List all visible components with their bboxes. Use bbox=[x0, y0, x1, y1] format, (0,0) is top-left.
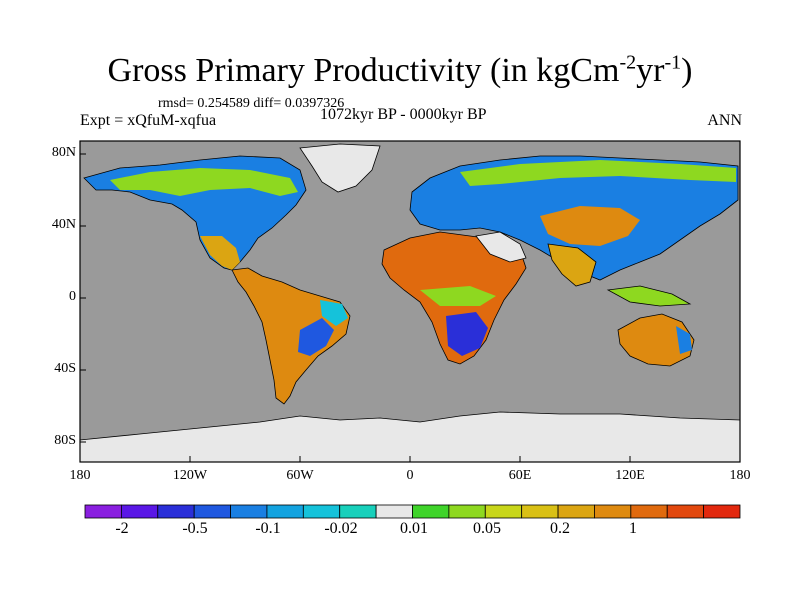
africa-blue-south bbox=[446, 312, 488, 356]
axis-ticks bbox=[80, 153, 631, 462]
colorbar-swatch bbox=[84, 504, 122, 519]
africa-green-equator bbox=[420, 286, 496, 306]
stats-text: rmsd= 0.254589 diff= 0.0397326 bbox=[158, 96, 345, 111]
australia-blue-east bbox=[676, 326, 692, 354]
colorbar-label-6: 0.2 bbox=[550, 520, 570, 537]
land-greenland bbox=[299, 143, 381, 193]
colorbar-label-3: -0.02 bbox=[324, 520, 358, 537]
title-end: ) bbox=[681, 52, 693, 89]
lon-label-60w: 60W bbox=[286, 468, 314, 483]
chart-title: Gross Primary Productivity (in kgCm-2yr-… bbox=[0, 52, 800, 90]
title-mid: yr bbox=[636, 52, 665, 89]
lon-label-180w: 180 bbox=[69, 468, 91, 483]
lon-label-60e: 60E bbox=[508, 468, 532, 483]
eurasia-orange-central bbox=[540, 206, 640, 246]
lat-label-40n: 40N bbox=[51, 217, 76, 232]
south-america-blue-central bbox=[298, 318, 334, 356]
colorbar-label-0: -2 bbox=[115, 520, 129, 537]
experiment-label: Expt = xQfuM-xqfua bbox=[80, 112, 217, 129]
colorbar-swatch bbox=[230, 504, 268, 519]
title-sup-1: -2 bbox=[619, 51, 637, 74]
title-sup-2: -1 bbox=[664, 51, 682, 74]
colorbar-swatch bbox=[594, 504, 632, 519]
colorbar-swatch bbox=[412, 504, 450, 519]
lon-label-0: 0 bbox=[406, 468, 414, 483]
colorbar-swatch bbox=[557, 504, 595, 519]
land-arabia bbox=[475, 231, 527, 263]
lon-label-120e: 120E bbox=[615, 468, 645, 483]
colorbar-swatch bbox=[375, 504, 413, 519]
colorbar-label-7: 1 bbox=[629, 520, 637, 537]
lat-label-80s: 80S bbox=[54, 433, 76, 448]
colorbar-swatch bbox=[157, 504, 195, 519]
colorbar-swatch bbox=[484, 504, 523, 519]
colorbar-swatch bbox=[521, 504, 559, 519]
north-america-orange-south bbox=[200, 236, 240, 270]
eurasia-green-north bbox=[460, 160, 736, 186]
land-antarctica bbox=[80, 411, 740, 462]
title-main: Gross Primary Productivity (in kgCm bbox=[107, 52, 620, 89]
lat-label-80n: 80N bbox=[51, 145, 76, 160]
colorbar-swatch bbox=[193, 504, 231, 519]
colorbar-label-5: 0.05 bbox=[473, 520, 501, 537]
colorbar bbox=[84, 504, 741, 519]
lat-label-40s: 40S bbox=[54, 361, 76, 376]
colorbar-label-1: -0.5 bbox=[182, 520, 208, 537]
land-indonesia bbox=[606, 285, 692, 307]
colorbar-swatch bbox=[703, 504, 741, 519]
lat-label-0: 0 bbox=[69, 289, 76, 304]
lon-label-120w: 120W bbox=[172, 468, 208, 483]
colorbar-swatch bbox=[666, 504, 705, 519]
lon-label-180e: 180 bbox=[729, 468, 751, 483]
colorbar-swatch bbox=[120, 504, 159, 519]
south-america-teal-east bbox=[320, 300, 348, 326]
colorbar-label-2: -0.1 bbox=[255, 520, 281, 537]
colorbar-swatch bbox=[630, 504, 668, 519]
land-south-asia bbox=[547, 243, 597, 287]
season-label: ANN bbox=[707, 112, 742, 129]
colorbar-label-4: 0.01 bbox=[400, 520, 428, 537]
colorbar-swatch bbox=[302, 504, 341, 519]
colorbar-swatch bbox=[266, 504, 304, 519]
north-america-green-band bbox=[110, 168, 298, 196]
colorbar-swatch bbox=[339, 504, 377, 519]
land-australia bbox=[617, 313, 695, 367]
colorbar-swatch bbox=[448, 504, 486, 519]
period-label: 1072kyr BP - 0000kyr BP bbox=[320, 106, 487, 123]
